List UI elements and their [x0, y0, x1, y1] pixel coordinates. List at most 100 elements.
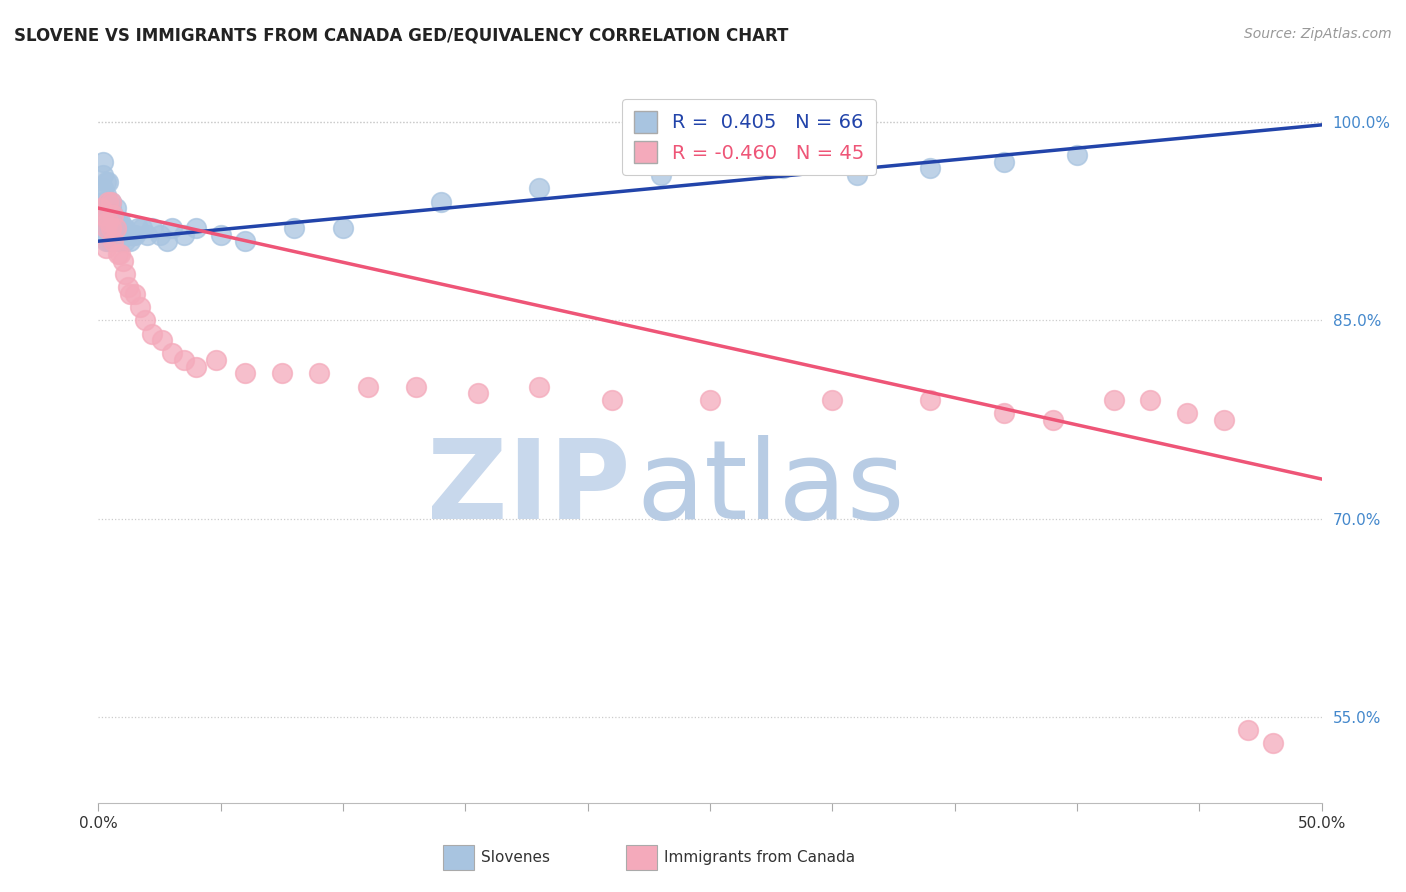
Point	[110, 221, 132, 235]
Point	[467, 386, 489, 401]
Point	[101, 234, 124, 248]
Point	[650, 168, 672, 182]
Point	[94, 175, 117, 189]
Text: Source: ZipAtlas.com: Source: ZipAtlas.com	[1244, 27, 1392, 41]
Point	[97, 227, 120, 242]
Point	[117, 227, 139, 242]
Point	[149, 227, 172, 242]
Point	[772, 161, 794, 176]
Point	[821, 392, 844, 407]
Point	[1102, 392, 1125, 407]
Point	[104, 221, 127, 235]
Point	[90, 201, 112, 215]
Text: Immigrants from Canada: Immigrants from Canada	[664, 850, 855, 864]
Point	[527, 181, 550, 195]
Point	[101, 214, 124, 228]
Point	[186, 359, 208, 374]
Point	[91, 154, 114, 169]
Point	[1139, 392, 1161, 407]
Point	[845, 168, 868, 182]
Point	[114, 221, 136, 235]
Point	[205, 353, 228, 368]
Point	[233, 234, 256, 248]
Point	[121, 227, 143, 242]
Point	[101, 221, 124, 235]
Text: Slovenes: Slovenes	[481, 850, 550, 864]
Point	[173, 353, 195, 368]
Point	[100, 194, 122, 209]
Point	[993, 406, 1015, 420]
Point	[270, 367, 294, 381]
Point	[1042, 412, 1064, 426]
Point	[97, 194, 120, 209]
Point	[107, 214, 129, 228]
Point	[209, 227, 232, 242]
Text: SLOVENE VS IMMIGRANTS FROM CANADA GED/EQUIVALENCY CORRELATION CHART: SLOVENE VS IMMIGRANTS FROM CANADA GED/EQ…	[14, 27, 789, 45]
Point	[356, 379, 378, 393]
Point	[120, 287, 142, 301]
Point	[405, 379, 427, 393]
Point	[104, 234, 127, 248]
Point	[100, 201, 122, 215]
Point	[101, 234, 124, 248]
Point	[107, 221, 129, 235]
Point	[111, 221, 134, 235]
Legend: R =  0.405   N = 66, R = -0.460   N = 45: R = 0.405 N = 66, R = -0.460 N = 45	[621, 99, 876, 175]
Point	[920, 161, 942, 176]
Point	[141, 326, 163, 341]
Point	[94, 188, 117, 202]
Point	[127, 221, 149, 235]
Point	[100, 221, 122, 235]
Point	[111, 227, 134, 242]
Point	[90, 214, 112, 228]
Point	[91, 168, 114, 182]
Point	[90, 201, 112, 215]
Point	[90, 221, 112, 235]
Point	[104, 227, 127, 242]
Point	[97, 201, 120, 215]
Point	[110, 234, 132, 248]
Point	[332, 221, 354, 235]
Point	[124, 287, 146, 301]
Point	[160, 346, 183, 360]
Point	[110, 247, 132, 261]
Point	[117, 280, 139, 294]
Point	[94, 201, 117, 215]
Point	[1175, 406, 1198, 420]
Point	[141, 221, 163, 235]
Point	[110, 214, 132, 228]
Point	[1066, 148, 1088, 162]
Point	[136, 227, 159, 242]
Point	[160, 221, 183, 235]
Point	[100, 194, 122, 209]
Point	[600, 392, 623, 407]
Point	[1261, 736, 1284, 750]
Point	[1237, 723, 1260, 738]
Point	[100, 234, 122, 248]
Point	[920, 392, 942, 407]
Point	[233, 367, 256, 381]
Point	[97, 194, 120, 209]
Point	[94, 221, 117, 235]
Text: ZIP: ZIP	[427, 435, 630, 542]
Point	[104, 214, 127, 228]
Point	[156, 234, 179, 248]
Point	[111, 254, 134, 268]
Point	[699, 392, 721, 407]
Point	[100, 221, 122, 235]
Point	[94, 234, 117, 248]
Point	[120, 234, 142, 248]
Point	[993, 154, 1015, 169]
Point	[430, 194, 453, 209]
Point	[186, 221, 208, 235]
Point	[134, 313, 156, 327]
Point	[94, 221, 117, 235]
Point	[91, 181, 114, 195]
Point	[150, 333, 173, 347]
Point	[114, 267, 136, 281]
Point	[97, 221, 120, 235]
Point	[91, 194, 114, 209]
Point	[107, 234, 129, 248]
Point	[114, 234, 136, 248]
Point	[283, 221, 305, 235]
